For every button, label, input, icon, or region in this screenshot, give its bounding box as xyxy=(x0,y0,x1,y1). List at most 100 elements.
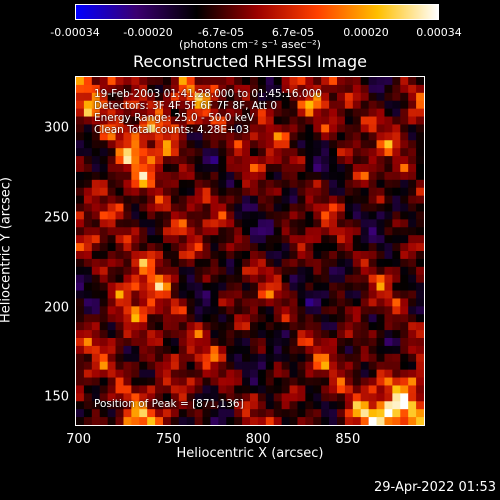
heatmap-cell xyxy=(123,385,132,394)
heatmap-cell xyxy=(368,251,377,260)
heatmap-cell xyxy=(83,203,93,212)
heatmap-cell xyxy=(392,156,401,165)
heatmap-cell xyxy=(368,290,377,299)
heatmap-cell xyxy=(321,322,330,331)
heatmap-cell xyxy=(297,322,306,331)
heatmap-cell xyxy=(242,385,251,394)
heatmap-cell xyxy=(76,353,85,363)
heatmap-cell xyxy=(91,195,101,204)
heatmap-cell xyxy=(273,243,283,252)
heatmap-cell xyxy=(163,385,172,394)
heatmap-cell xyxy=(83,156,93,165)
heatmap-cell xyxy=(163,108,172,117)
heatmap-cell xyxy=(147,298,156,307)
heatmap-cell xyxy=(289,385,298,394)
heatmap-cell xyxy=(265,132,275,141)
heatmap-cell xyxy=(83,84,93,94)
heatmap-cell xyxy=(91,187,101,197)
heatmap-cell xyxy=(99,164,109,173)
heatmap-cell xyxy=(226,171,235,181)
heatmap-cell xyxy=(321,100,330,110)
heatmap-cell xyxy=(76,314,85,323)
heatmap-cell xyxy=(321,298,330,307)
heatmap-cell xyxy=(305,116,314,125)
heatmap-cell xyxy=(178,393,188,402)
heatmap-cell xyxy=(83,140,93,149)
heatmap-cell xyxy=(163,211,172,220)
heatmap-cell xyxy=(139,369,148,378)
heatmap-cell xyxy=(218,156,227,165)
heatmap-cell xyxy=(210,393,219,402)
heatmap-cell xyxy=(139,417,148,425)
heatmap-cell xyxy=(376,243,385,252)
heatmap-cell xyxy=(186,84,196,94)
heatmap-cell xyxy=(76,116,85,125)
heatmap-cell xyxy=(321,361,330,371)
heatmap-cell xyxy=(194,148,203,157)
heatmap-cell xyxy=(76,393,85,402)
heatmap-cell xyxy=(281,227,290,236)
heatmap-cell xyxy=(392,369,401,378)
heatmap-cell xyxy=(186,361,196,371)
heatmap-cell xyxy=(123,306,132,315)
heatmap-cell xyxy=(305,235,314,244)
heatmap-cell xyxy=(400,203,409,212)
heatmap-cell xyxy=(91,393,101,402)
heatmap-cell xyxy=(194,330,203,339)
heatmap-cell xyxy=(265,203,275,212)
heatmap-cell xyxy=(400,290,409,299)
heatmap-cell xyxy=(273,417,283,425)
heatmap-cell xyxy=(186,298,196,307)
heatmap-cell xyxy=(384,227,393,236)
heatmap-cell xyxy=(297,393,306,402)
heatmap-cell xyxy=(234,377,243,386)
heatmap-cell xyxy=(91,219,101,228)
heatmap-cell xyxy=(163,377,172,386)
heatmap-cell xyxy=(242,322,251,331)
heatmap-cell xyxy=(360,377,370,386)
heatmap-cell xyxy=(257,266,267,276)
heatmap-cell xyxy=(139,322,148,331)
heatmap-cell xyxy=(155,171,164,181)
heatmap-cell xyxy=(210,203,219,212)
heatmap-cell xyxy=(99,227,109,236)
heatmap-cell xyxy=(147,338,156,347)
heatmap-cell xyxy=(170,290,180,299)
heatmap-cell xyxy=(210,243,219,252)
heatmap-cell xyxy=(202,116,211,125)
heatmap-cell xyxy=(178,369,188,378)
heatmap-cell xyxy=(329,77,338,86)
heatmap-cell xyxy=(131,148,140,157)
heatmap-cell xyxy=(115,187,124,197)
heatmap-cell xyxy=(99,330,109,339)
heatmap-cell xyxy=(210,211,219,220)
heatmap-cell xyxy=(376,401,385,410)
heatmap-cell xyxy=(210,409,219,418)
heatmap-cell xyxy=(99,148,109,157)
heatmap-cell xyxy=(210,195,219,204)
heatmap-cell xyxy=(321,156,330,165)
heatmap-cell xyxy=(178,290,188,299)
heatmap-cell xyxy=(178,108,188,117)
heatmap-cell xyxy=(194,345,203,355)
heatmap-cell xyxy=(202,195,211,204)
detectors-text: Detectors: 3F 4F 5F 6F 7F 8F, Att 0 xyxy=(94,100,278,112)
heatmap-cell xyxy=(416,322,424,331)
heatmap-cell xyxy=(313,92,322,102)
heatmap-cell xyxy=(337,338,346,347)
heatmap-cell xyxy=(91,132,101,141)
heatmap-cell xyxy=(329,393,338,402)
heatmap-cell xyxy=(352,187,362,197)
heatmap-cell xyxy=(344,290,354,299)
heatmap-cell xyxy=(416,116,424,125)
heatmap-cell xyxy=(218,306,227,315)
heatmap-cell xyxy=(289,369,298,378)
heatmap-cell xyxy=(107,251,116,260)
heatmap-cell xyxy=(123,211,132,220)
heatmap-cell xyxy=(281,156,290,165)
heatmap-cell xyxy=(178,361,188,371)
heatmap-cell xyxy=(107,290,116,299)
heatmap-cell xyxy=(186,100,196,110)
heatmap-cell xyxy=(170,77,180,86)
heatmap-cell xyxy=(170,409,180,418)
